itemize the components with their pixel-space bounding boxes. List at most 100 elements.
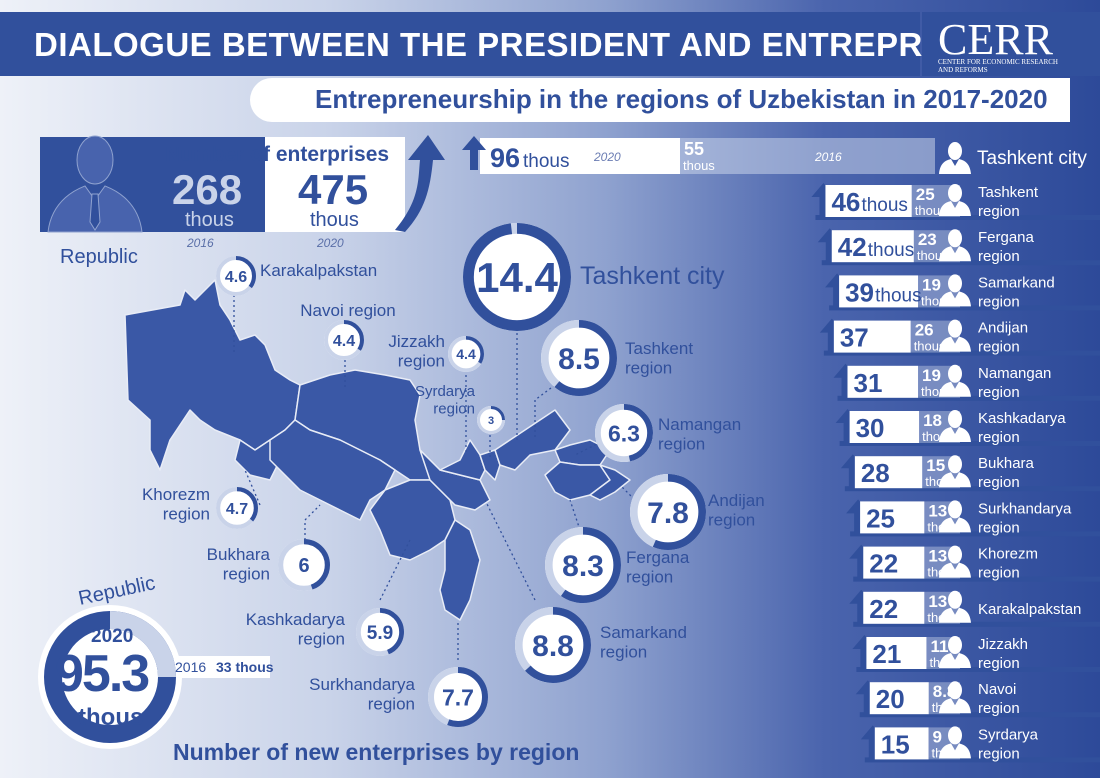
republic-2020-bg xyxy=(265,137,405,232)
person-head-fergana-region xyxy=(948,229,962,248)
bubble-label-khorezm-region-2: region xyxy=(163,505,210,524)
row-value-2016-tashkent-city: 55 xyxy=(684,139,704,159)
page-subtitle: Entrepreneurship in the regions of Uzbek… xyxy=(315,84,1048,114)
leader-bukhara xyxy=(304,504,321,540)
row-value-2020-fergana-region: 42 xyxy=(838,232,867,262)
row-label-tashkent-city: Tashkent city xyxy=(977,148,1087,169)
bubble-arc-tashkent-region xyxy=(540,320,617,397)
bubble-value-namangan-region: 6.3 xyxy=(608,420,640,446)
row-label-khorezm-region: Khorezm xyxy=(978,546,1038,563)
bubble-bg-karakalpakstan xyxy=(216,256,256,296)
bubble-arc-surkhandarya-region xyxy=(428,667,488,727)
logo-subtext: CENTER FOR ECONOMIC RESEARCH AND REFORMS xyxy=(938,58,1058,74)
bubble-label-andijan-region-2: region xyxy=(708,511,755,530)
row-value-2016-kashkadarya-region: 18 xyxy=(923,411,942,430)
bubble-value-tashkent-city: 14.4 xyxy=(476,254,558,301)
row-underline-tashkent-region xyxy=(815,215,1100,220)
map-region-surkhandarya xyxy=(439,519,481,621)
bubble-bg-bukhara-region xyxy=(278,539,330,591)
bubble-value-andijan-region: 7.8 xyxy=(647,497,689,530)
row-value-2020-samarkand-region: 39 xyxy=(845,277,874,307)
row-value-2020-jizzakh-region: 21 xyxy=(872,639,901,669)
person-icon-jizzakh-region xyxy=(939,636,971,668)
row-bukhara-region: 2815thousBukhararegion xyxy=(840,454,1100,492)
row-value-2020-tashkent-city: 96 xyxy=(490,143,520,173)
person-icon-samarkand-region xyxy=(939,274,971,307)
bubble-label-kashkadarya-region-2: region xyxy=(298,630,345,649)
bubble-arc-andijan-region xyxy=(629,474,706,551)
row-value-2016-namangan-region: 19 xyxy=(922,366,941,385)
row-value-2020-namangan-region: 31 xyxy=(854,368,883,398)
bubble-bg-syrdarya-region xyxy=(477,406,505,434)
bubble-arc-tashkent-city xyxy=(462,223,571,332)
row-label-fergana-region: Fergana xyxy=(978,229,1035,246)
bubble-label-namangan-region-2: region xyxy=(658,435,705,454)
row-value-2020-andijan-region: 37 xyxy=(840,323,869,353)
row-label-surkhandarya-region: Surkhandarya xyxy=(978,500,1072,517)
row-value-2020-karakalpakstan: 22 xyxy=(869,594,898,624)
page-title: DIALOGUE BETWEEN THE PRESIDENT AND ENTRE… xyxy=(34,26,1064,63)
bubble-label-karakalpakstan: Karakalpakstan xyxy=(260,261,377,280)
republic-year-2020: 2020 xyxy=(317,236,344,250)
person-head-khorezm-region xyxy=(948,545,962,564)
row-value-2020-khorezm-region: 22 xyxy=(869,549,898,579)
bubble-value-surkhandarya-region: 7.7 xyxy=(442,684,474,710)
row-underline-fergana-region xyxy=(821,260,1100,266)
person-body-tashkent-city xyxy=(939,159,971,174)
bubble-arc-jizzakh-region xyxy=(447,336,484,373)
row-value-2016-tashkent-region: 25 xyxy=(916,185,935,204)
row-bar-2020-andijan-region xyxy=(833,320,911,353)
map-region-kashkadarya xyxy=(369,479,456,561)
person-body-kashkadarya-region xyxy=(939,427,971,442)
bubble-value-navoi-region: 4.4 xyxy=(333,333,355,350)
row-value-2020-surkhandarya-region: 25 xyxy=(866,503,895,533)
row-syrdarya-region: 159thousSyrdaryaregion xyxy=(860,725,1100,763)
row-label-namangan-region-2: region xyxy=(978,384,1020,401)
bubble-label-andijan-region: Andijan xyxy=(708,491,765,510)
bubble-arc-khorezm-region xyxy=(216,486,259,529)
row-bar-2020-tashkent-region xyxy=(825,185,912,217)
bubble-value-kashkadarya-region: 5.9 xyxy=(367,623,393,644)
republic-2020-unit: thous xyxy=(310,209,359,231)
enterprises-heading: Number of enterprises xyxy=(165,143,390,166)
row-value-2016-karakalpakstan: 13 xyxy=(928,592,947,611)
bubble-value-samarkand-region: 8.8 xyxy=(532,630,574,663)
row-value-2016-khorezm-region: 13 xyxy=(928,547,947,566)
person-icon-fergana-region xyxy=(939,229,971,262)
row-underline-jizzakh-region xyxy=(856,667,1100,672)
bubble-bg-kashkadarya-region xyxy=(356,608,404,656)
map-region-syrdarya xyxy=(479,449,501,481)
person-icon-tashkent-region xyxy=(939,184,971,216)
title-bar xyxy=(0,12,920,76)
bubble-bg-navoi-region xyxy=(324,320,364,360)
bubble-arc-kashkadarya-region xyxy=(356,608,405,657)
bubble-label-namangan-region: Namangan xyxy=(658,415,741,434)
map-region-andijan xyxy=(589,464,631,501)
new-prev-box xyxy=(170,656,270,678)
bubble-label-surkhandarya-region-2: region xyxy=(368,695,415,714)
bubble-label-bukhara-region-2: region xyxy=(223,565,270,584)
bubble-label-kashkadarya-region: Kashkadarya xyxy=(246,610,346,629)
row-bar-2020-samarkand-region xyxy=(839,275,919,308)
row-unit-2016-tashkent-city: thous xyxy=(683,158,715,173)
bubble-value-tashkent-region: 8.5 xyxy=(558,343,600,376)
bubble-bg-samarkand-region xyxy=(515,607,591,683)
row-bar-2016-tashkent-city xyxy=(680,138,935,174)
row-underline-samarkand-region xyxy=(829,305,1100,311)
new-total-value: 95.3 xyxy=(55,645,150,703)
row-bar-2020-syrdarya-region xyxy=(874,727,929,760)
row-jizzakh-region: 2111thousJizzakhregion xyxy=(852,635,1100,672)
new-prev-value: 33 thous xyxy=(216,659,274,675)
bubble-value-syrdarya-region: 3 xyxy=(488,415,494,427)
leader-fergana xyxy=(569,499,581,531)
row-unit-2020-samarkand-region: thous xyxy=(875,285,921,306)
new-year: 2020 xyxy=(91,626,134,647)
person-icon-republic xyxy=(47,135,143,233)
